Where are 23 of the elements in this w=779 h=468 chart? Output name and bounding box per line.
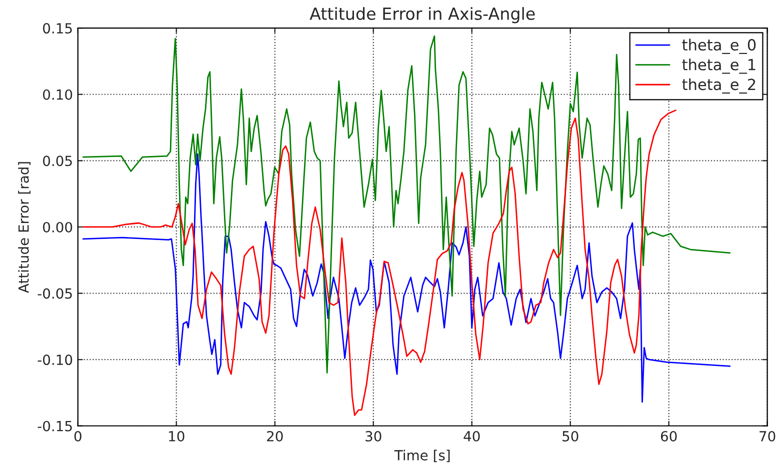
legend-label: theta_e_0	[682, 38, 756, 54]
x-tick-label: 0	[74, 430, 82, 442]
x-tick-label: 30	[366, 430, 382, 442]
x-tick-label: 40	[464, 430, 480, 442]
x-tick-label: 50	[562, 430, 578, 442]
x-tick-label: 60	[660, 430, 677, 442]
line-series	[82, 153, 731, 403]
x-tick-label: 20	[267, 430, 283, 442]
y-tick-label: -0.15	[38, 420, 72, 432]
legend-label: theta_e_2	[682, 78, 756, 94]
y-tick-label: 0.10	[43, 89, 72, 100]
y-tick-label: 0.00	[43, 222, 72, 232]
chart-title: Attitude Error in Axis-Angle	[310, 7, 535, 24]
line-series	[82, 110, 676, 416]
y-tick-label: -0.10	[38, 354, 72, 366]
y-tick-label: 0.05	[43, 156, 72, 166]
x-tick-label: 70	[760, 430, 776, 442]
y-axis-title: Attitude Error [rad]	[18, 162, 30, 293]
x-axis-title: Time [s]	[394, 450, 450, 462]
y-tick-label: 0.15	[43, 23, 72, 34]
legend-label: theta_e_1	[682, 58, 756, 74]
x-tick-label: 10	[169, 430, 184, 442]
y-tick-label: -0.05	[38, 288, 72, 299]
